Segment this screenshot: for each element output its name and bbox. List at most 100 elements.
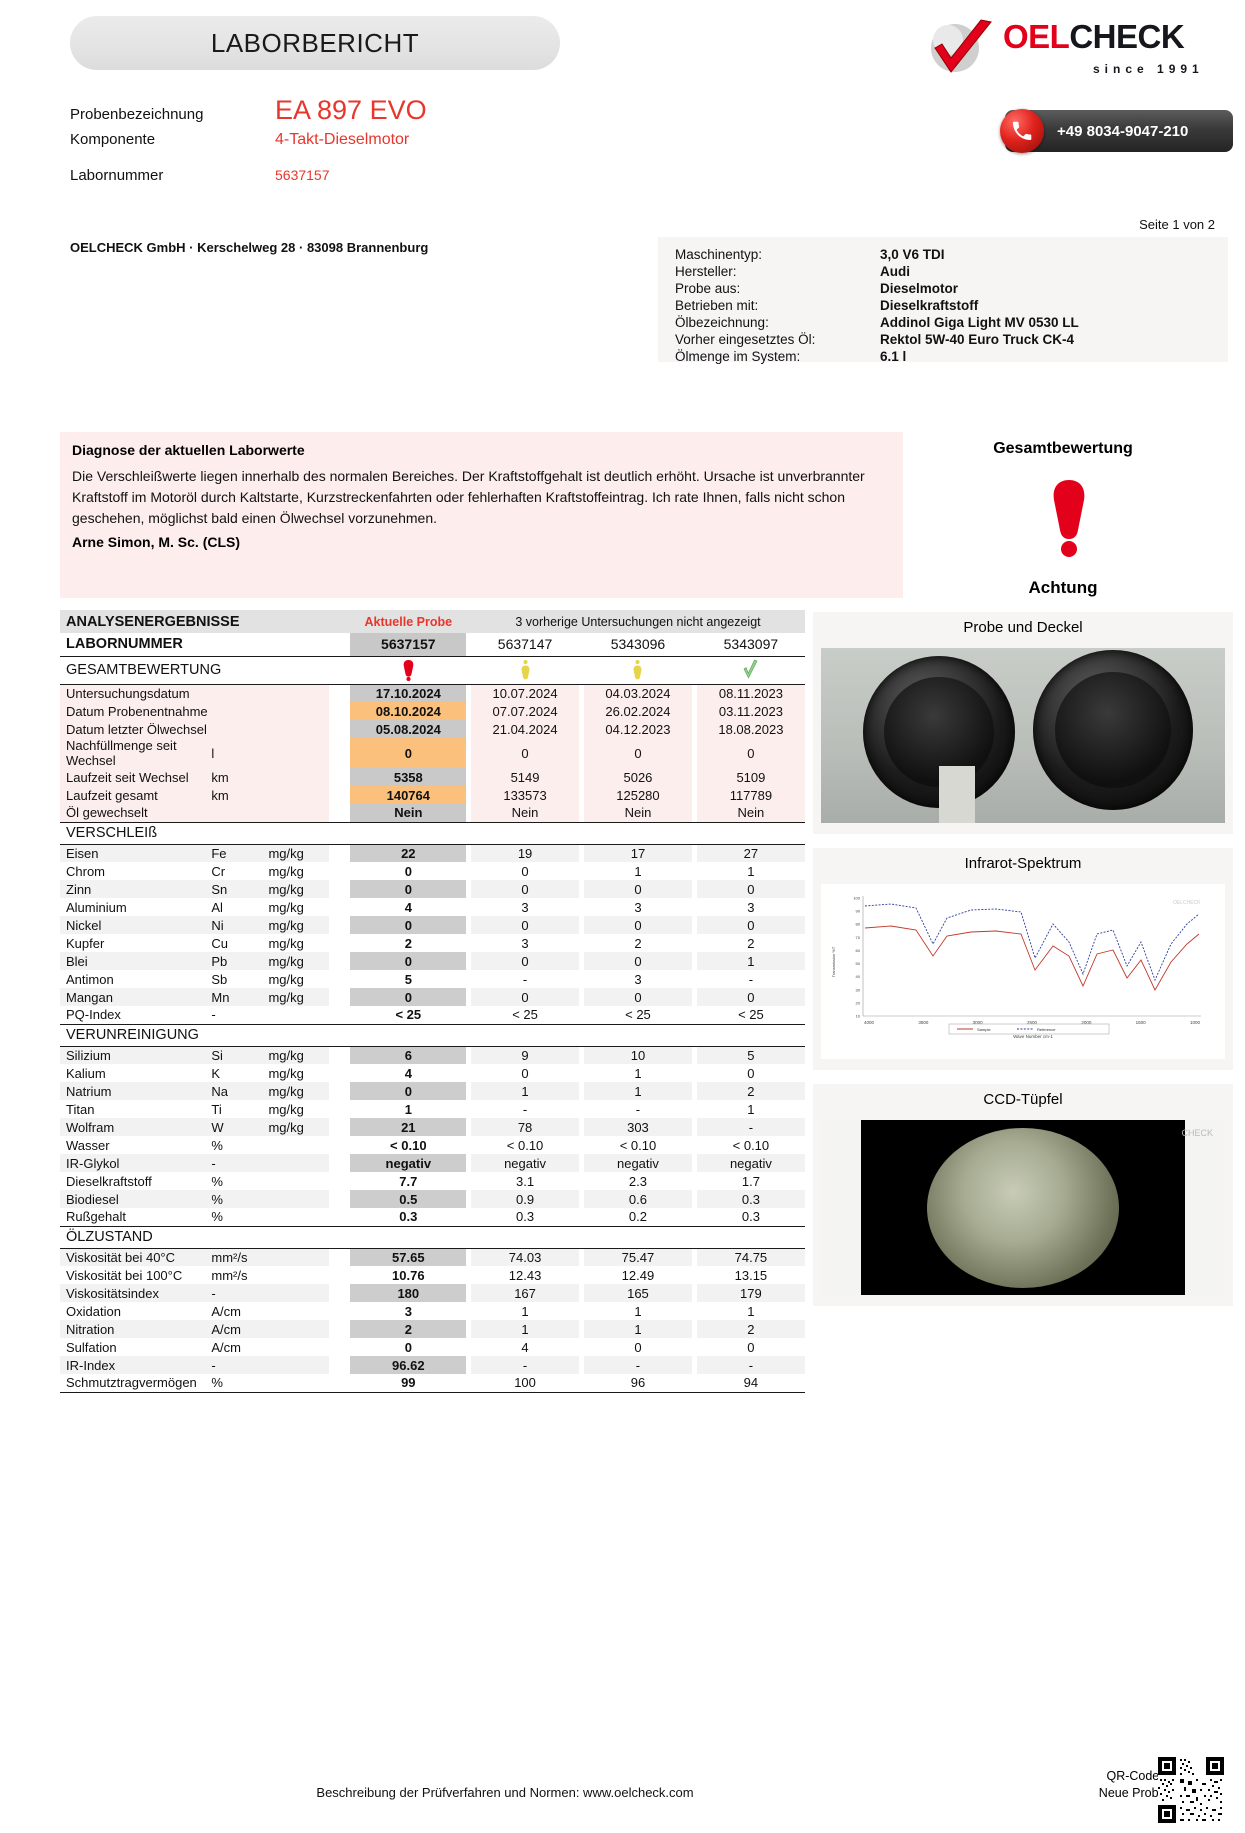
parameter-symbol: - [211, 1154, 269, 1172]
table-row: Oxidation A/cm 3 1 1 1 [60, 1302, 805, 1320]
value-prev-2: 5026 [583, 768, 693, 786]
value-prev-3: 3 [747, 899, 755, 915]
value-prev-2: 0.2 [583, 1208, 693, 1227]
parameter-symbol: - [211, 1284, 269, 1302]
value-prev-3: 0 [696, 988, 805, 1006]
table-row: Kupfer Cu mg/kg 2 3 2 2 [60, 934, 805, 952]
value-prev-3: negativ [696, 1154, 805, 1172]
parameter-symbol: % [211, 1374, 269, 1393]
table-row: Datum letzter Ölwechsel 05.08.2024 21.04.2… [60, 720, 805, 738]
ir-ytick: 90 [856, 909, 861, 914]
value-prev-3: 5109 [696, 768, 805, 786]
evaluation-caption: Achtung [1028, 578, 1098, 597]
value-prev-2: 10 [583, 1046, 693, 1064]
qr-code[interactable] [1158, 1757, 1224, 1823]
evaluation-title: Gesamtbewertung [993, 440, 1133, 457]
table-row: Viskosität bei 100°C mm²/s 10.76 12.43 12.49… [60, 1266, 805, 1284]
table-row: Chrom Cr mg/kg 0 0 1 1 [60, 862, 805, 880]
parameter-symbol [211, 702, 269, 720]
value-prev-3: 179 [696, 1284, 805, 1302]
machine-info-box: Maschinentyp: 3,0 V6 TDI Hersteller: Audi … [658, 237, 1228, 364]
table-row: Natrium Na mg/kg 0 1 1 2 [60, 1082, 805, 1100]
label-strip [939, 766, 975, 823]
table-row: Viskositätsindex - 180 167 165 179 [60, 1284, 805, 1302]
parameter-name: Blei [60, 952, 212, 970]
machine-row: Probe aus: Dieselmotor [675, 280, 1228, 297]
ir-ytick: 50 [856, 961, 861, 966]
value-prev-3: 18.08.2023 [696, 720, 805, 738]
header-field-komponente: Komponente 4-Takt-Dieselmotor [70, 131, 690, 167]
value-prev-3: < 25 [696, 1006, 805, 1025]
parameter-name: Laufzeit seit Wechsel [60, 768, 212, 786]
value-current: 10.76 [392, 1267, 425, 1283]
value-prev-3: 94 [696, 1374, 805, 1393]
value-prev-3: 0 [696, 738, 805, 768]
parameter-name: Natrium [60, 1082, 212, 1100]
logo-oel: OEL [1003, 18, 1070, 55]
machine-key: Vorher eingesetztes Öl: [675, 332, 816, 347]
table-row: Nitration A/cm 2 1 1 2 [60, 1320, 805, 1338]
parameter-name: Aluminium [66, 899, 127, 915]
ir-watermark: OELCHECK [1173, 900, 1201, 906]
value-prev-1: 1 [521, 1303, 529, 1319]
parameter-symbol: Na [211, 1082, 269, 1100]
ir-chart-svg: 100 90 80 70 60 50 40 30 20 10 4000 3500 3000 2500 20… [821, 884, 1225, 1059]
value-prev-3: 0 [747, 1339, 755, 1355]
table-row: IR-Glykol - negativ negativ negativ negativ [60, 1154, 805, 1172]
badge-alert-icon [403, 660, 414, 681]
machine-value: Audi [880, 264, 910, 279]
parameter-symbol: A/cm [211, 1320, 269, 1338]
ccd-spot [927, 1128, 1119, 1288]
value-prev-1: 21.04.2024 [470, 720, 580, 738]
value-prev-2: 2 [634, 935, 642, 951]
value-prev-1: 4 [521, 1339, 529, 1355]
table-row-labornummer: LABORNUMMER 5637157 5637147 5343096 5343097 [60, 633, 805, 657]
value-prev-1: 10.07.2024 [470, 684, 580, 702]
value-current: 7.7 [399, 1173, 418, 1189]
header-field-label: Probenbezeichnung [70, 106, 204, 123]
parameter-unit [268, 702, 330, 720]
ir-xtick: 1000 [1190, 1020, 1201, 1025]
ir-xtick: 3500 [918, 1020, 929, 1025]
gesamtbewertung-badge-current [350, 656, 467, 685]
value-prev-3: 0.3 [696, 1208, 805, 1227]
section-title: VERSCHLEIß [60, 821, 330, 845]
machine-value: Dieselkraftstoff [880, 298, 979, 313]
header-field-value: 4-Takt-Dieselmotor [275, 131, 410, 148]
value-prev-2: - [635, 1101, 641, 1117]
table-row: Dieselkraftstoff% 7.7 3.1 2.3 1.7 [60, 1172, 805, 1190]
header-field-value: 5637157 [275, 167, 330, 183]
value-prev-2: 0 [583, 916, 693, 934]
parameter-name: Nickel [60, 916, 212, 934]
ir-ytick: 20 [856, 1000, 861, 1005]
value-prev-3: - [696, 1356, 805, 1374]
table-section-header: VERSCHLEIß [60, 821, 805, 845]
ccd-image: CHECK [821, 1120, 1225, 1295]
value-prev-1: 12.43 [508, 1267, 542, 1283]
parameter-unit [268, 1338, 329, 1356]
value-current: 0 [350, 880, 467, 898]
ir-ylabel: Transmission %T [831, 946, 836, 977]
panel-title: Probe und Deckel [963, 619, 1083, 636]
parameter-name: Nitration [60, 1320, 212, 1338]
parameter-unit [268, 1248, 330, 1266]
logo-wordmark: OELCHECK [1003, 18, 1185, 55]
value-prev-3: 0 [696, 916, 805, 934]
value-prev-3: 74.75 [696, 1248, 805, 1266]
gesamtbewertung-badge-1 [470, 656, 580, 685]
parameter-symbol: A/cm [211, 1303, 241, 1319]
parameter-name: IR-Glykol [60, 1154, 212, 1172]
value-current: 4 [404, 899, 412, 915]
section-title: ÖLZUSTAND [60, 1225, 330, 1249]
previous-samples-label: 3 vorherige Untersuchungen nicht angezei… [470, 610, 805, 633]
logo-tagline: since 1991 [1093, 62, 1204, 76]
value-current: 57.65 [350, 1248, 467, 1266]
parameter-name: Titan [66, 1101, 95, 1117]
handset-icon [1013, 121, 1032, 140]
machine-key: Ölbezeichnung: [675, 315, 769, 330]
parameter-unit [268, 786, 330, 804]
parameter-symbol: Cr [211, 863, 226, 879]
header-field-value: EA 897 EVO [275, 95, 427, 125]
value-prev-2: negativ [583, 1154, 693, 1172]
